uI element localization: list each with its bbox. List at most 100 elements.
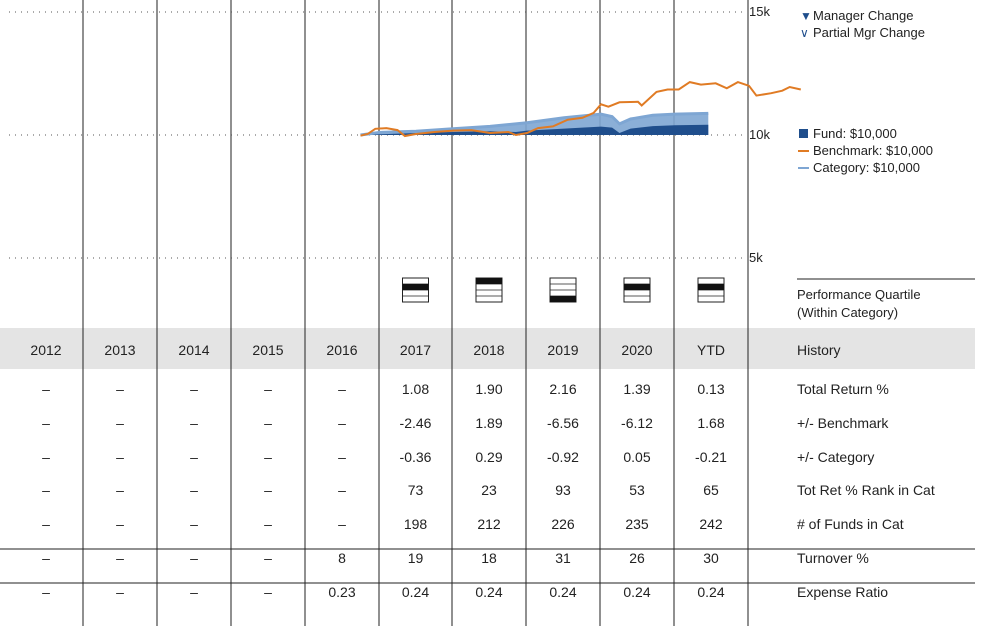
table-cell: 18 [481,550,497,566]
table-cell: – [264,449,272,465]
table-cell: 0.29 [475,449,502,465]
table-cell: – [338,449,346,465]
table-cell: 0.24 [549,584,576,600]
table-cell: 212 [477,516,501,532]
year-label: 2020 [621,342,652,358]
quartile-marker [698,284,724,290]
legend-label: Benchmark: $10,000 [813,143,933,158]
quartile-marker [402,284,429,290]
quartile-marker [550,296,576,302]
legend-label: Category: $10,000 [813,160,920,175]
table-cell: 93 [555,482,571,498]
history-band [0,328,975,369]
table-cell: – [338,516,346,532]
legend-swatch [799,129,808,138]
quartile-marker [476,278,502,284]
table-cell: – [116,584,124,600]
table-cell: 65 [703,482,719,498]
quartile-marker [624,284,650,290]
table-cell: -6.12 [621,415,653,431]
table-cell: 19 [408,550,424,566]
table-cell: 198 [404,516,428,532]
table-cell: -6.56 [547,415,579,431]
table-cell: -0.92 [547,449,579,465]
benchmark-line [360,81,802,138]
table-cell: – [116,381,124,397]
quartile-label: Performance Quartile [797,287,921,302]
fund-area [360,124,709,135]
year-label: 2015 [252,342,283,358]
table-cell: 1.68 [697,415,724,431]
quartile-sublabel: (Within Category) [797,305,898,320]
year-label: 2013 [104,342,135,358]
table-cell: 26 [629,550,645,566]
year-label: 2019 [547,342,578,358]
row-label: +/- Category [797,449,874,465]
legend-label: Fund: $10,000 [813,126,897,141]
category-line [360,111,709,137]
row-label: Expense Ratio [797,584,888,600]
table-cell: – [264,381,272,397]
table-cell: – [116,415,124,431]
table-cell: 242 [699,516,723,532]
table-cell: – [264,482,272,498]
table-cell: – [190,516,198,532]
table-cell: – [42,381,50,397]
y-tick-label: 15k [749,4,770,19]
table-cell: – [42,449,50,465]
table-cell: – [116,516,124,532]
table-cell: – [190,449,198,465]
row-label: Tot Ret % Rank in Cat [797,482,935,498]
table-cell: 2.16 [549,381,576,397]
table-cell: – [264,415,272,431]
table-cell: 1.08 [402,381,429,397]
table-cell: 0.13 [697,381,724,397]
table-cell: 53 [629,482,645,498]
table-cell: – [190,482,198,498]
row-label: Total Return % [797,381,889,397]
legend-marker-icon: ▼ [800,9,812,23]
table-cell: – [264,584,272,600]
row-label: Turnover % [797,550,869,566]
table-cell: 73 [408,482,424,498]
table-cell: 31 [555,550,571,566]
table-cell: – [42,516,50,532]
table-cell: 1.89 [475,415,502,431]
table-cell: – [264,550,272,566]
year-label: 2018 [473,342,504,358]
row-label: +/- Benchmark [797,415,889,431]
table-cell: – [116,550,124,566]
table-cell: 8 [338,550,346,566]
table-cell: 0.24 [402,584,429,600]
table-cell: 30 [703,550,719,566]
table-cell: 1.90 [475,381,502,397]
table-cell: -0.36 [400,449,432,465]
table-cell: – [190,381,198,397]
table-cell: 0.24 [475,584,502,600]
table-cell: – [42,550,50,566]
table-cell: – [190,584,198,600]
table-cell: – [116,482,124,498]
y-tick-label: 10k [749,127,770,142]
table-cell: – [190,415,198,431]
table-cell: – [338,381,346,397]
year-label: 2014 [178,342,209,358]
row-label: # of Funds in Cat [797,516,904,532]
table-cell: 226 [551,516,575,532]
table-cell: – [338,482,346,498]
table-cell: 0.05 [623,449,650,465]
year-label: 2016 [326,342,357,358]
table-cell: 0.24 [623,584,650,600]
y-tick-label: 5k [749,250,763,265]
table-cell: – [42,584,50,600]
year-label: 2017 [400,342,431,358]
table-cell: – [338,415,346,431]
table-cell: – [116,449,124,465]
year-label: 2012 [30,342,61,358]
table-cell: 23 [481,482,497,498]
year-label: YTD [697,342,725,358]
legend-label: Partial Mgr Change [813,25,925,40]
table-cell: 0.23 [328,584,355,600]
table-cell: – [42,482,50,498]
